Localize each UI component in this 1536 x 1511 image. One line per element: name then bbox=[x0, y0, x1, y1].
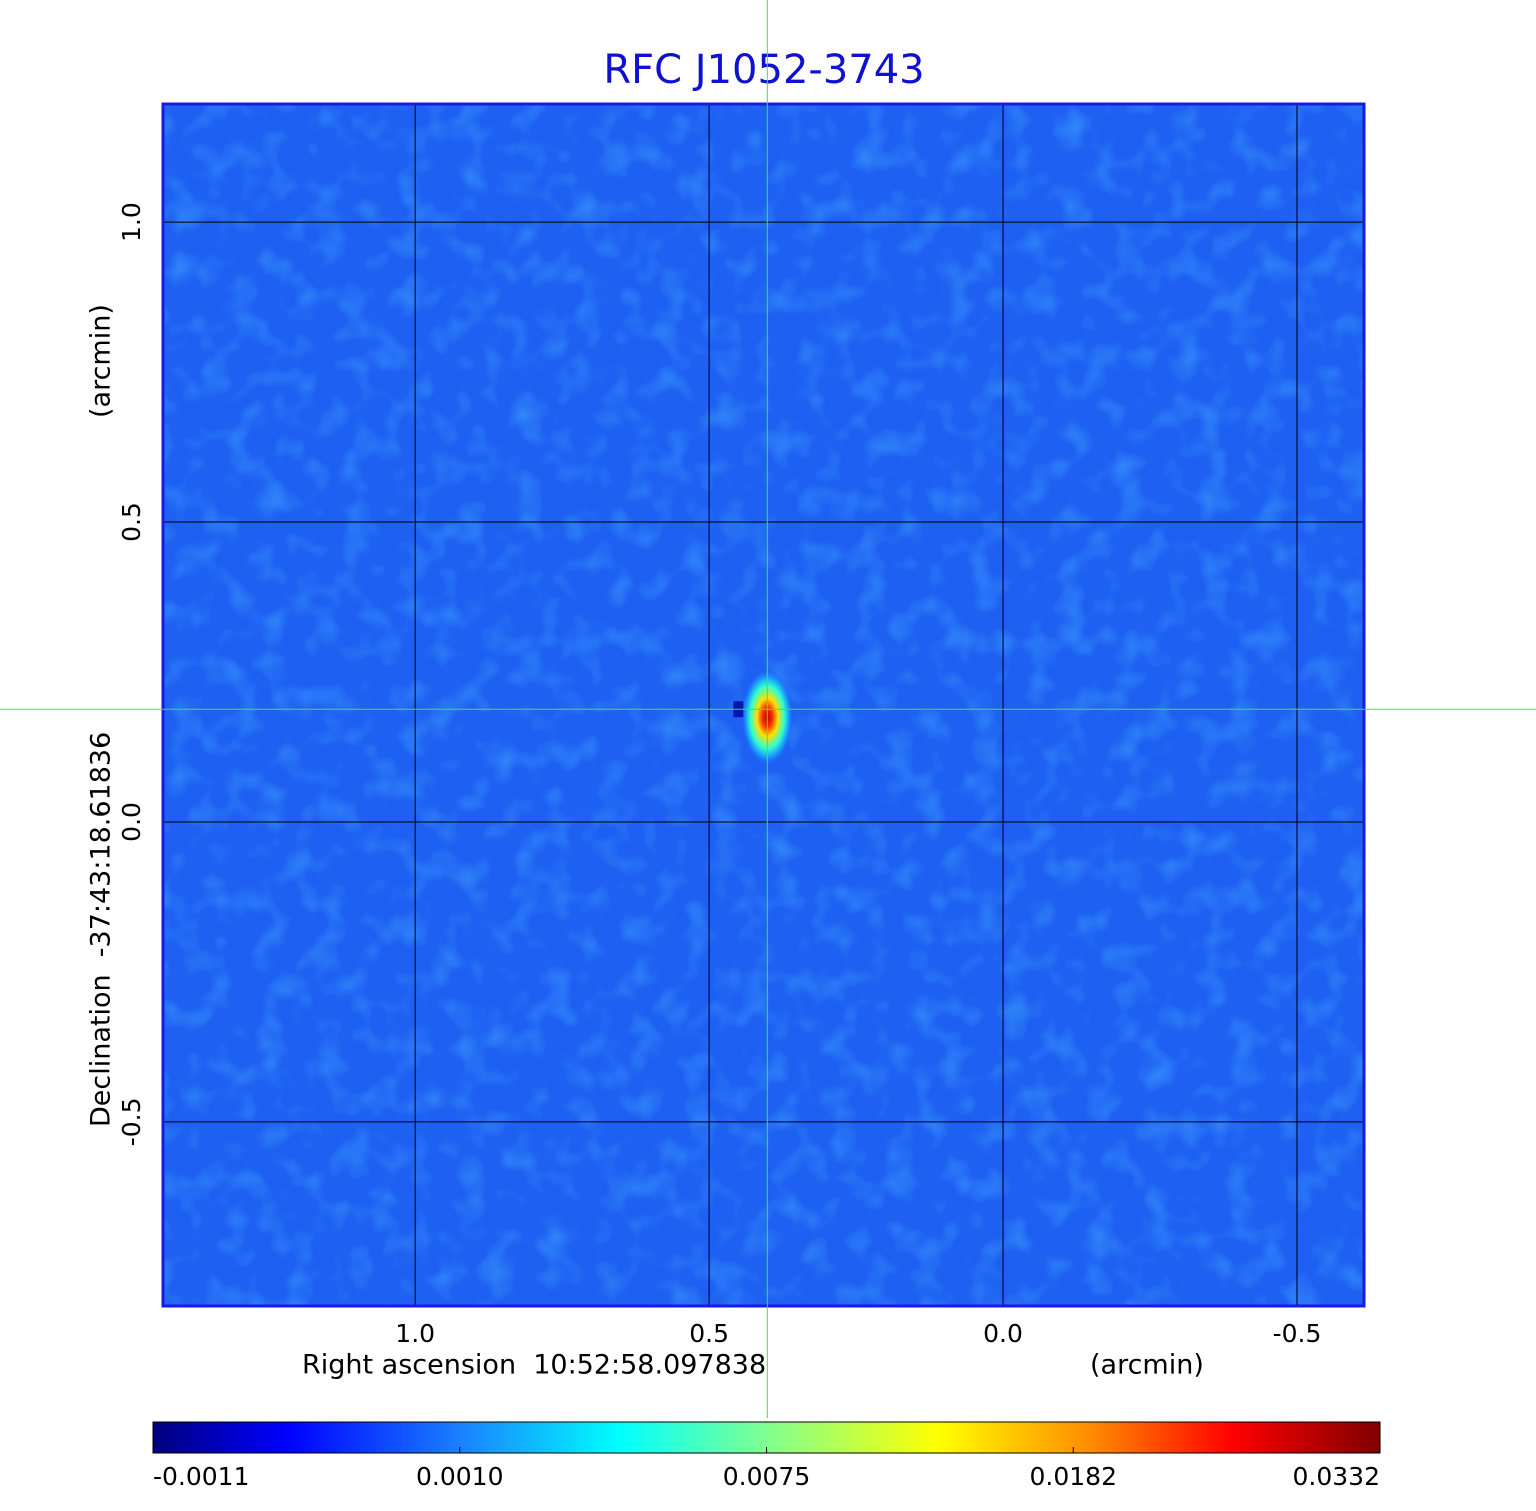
colorbar-tick-label: 0.0332 bbox=[1293, 1462, 1380, 1491]
y-tick-label: 0.5 bbox=[117, 502, 146, 542]
y-tick-label: 1.0 bbox=[117, 202, 146, 242]
colorbar-tick-label: -0.0011 bbox=[153, 1462, 250, 1491]
y-axis-unit: (arcmin) bbox=[86, 304, 117, 418]
x-axis-unit: (arcmin) bbox=[1090, 1350, 1204, 1381]
x-tick-label: 0.0 bbox=[983, 1319, 1023, 1348]
y-axis-label: Declination -37:43:18.61836 bbox=[86, 732, 117, 1127]
y-tick-label: -0.5 bbox=[117, 1097, 146, 1146]
y-tick-label: 0.0 bbox=[117, 802, 146, 842]
chart-title: RFC J1052-3743 bbox=[603, 47, 924, 93]
plot-frame bbox=[161, 102, 1366, 1308]
x-tick-label: -0.5 bbox=[1273, 1319, 1322, 1348]
x-tick-label: 0.5 bbox=[689, 1319, 729, 1348]
x-axis-label: Right ascension 10:52:58.097838 bbox=[302, 1350, 766, 1381]
colorbar-tick-label: 0.0075 bbox=[723, 1462, 810, 1491]
x-tick-label: 1.0 bbox=[395, 1319, 435, 1348]
colorbar-tick-label: 0.0010 bbox=[416, 1462, 503, 1491]
colorbar-tick-label: 0.0182 bbox=[1030, 1462, 1117, 1491]
